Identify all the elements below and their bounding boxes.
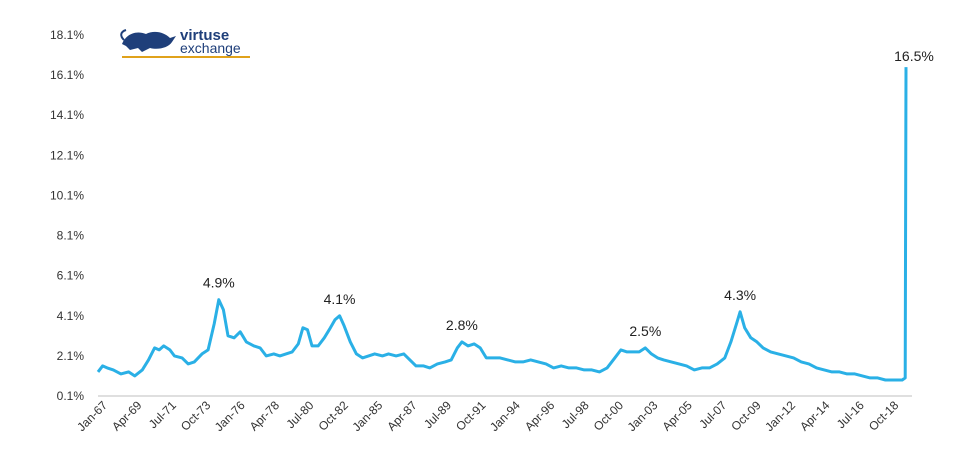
x-tick-label: Jan-03: [625, 398, 661, 434]
logo-underline: [122, 56, 250, 58]
x-tick-label: Jul-98: [559, 398, 592, 431]
y-tick-label: 0.1%: [57, 389, 85, 403]
y-tick-label: 18.1%: [50, 28, 84, 42]
bull-icon: [120, 29, 176, 52]
data-label: 4.9%: [203, 275, 235, 291]
data-label: 16.5%: [894, 48, 934, 64]
x-tick-label: Jul-07: [696, 398, 729, 431]
y-tick-label: 16.1%: [50, 68, 84, 82]
data-labels: 4.9% 4.1% 2.8% 2.5% 4.3% 16.5%: [203, 48, 934, 339]
data-label: 4.3%: [724, 287, 756, 303]
y-tick-label: 2.1%: [57, 349, 85, 363]
x-tick-label: Jan-12: [762, 398, 798, 434]
x-tick-label: Oct-00: [591, 398, 627, 434]
x-tick-label: Jan-76: [212, 398, 248, 434]
y-tick-label: 14.1%: [50, 108, 84, 122]
x-tick-label: Apr-78: [247, 398, 283, 434]
x-tick-label: Jul-71: [146, 398, 179, 431]
x-tick-label: Jul-16: [834, 398, 867, 431]
x-tick-label: Oct-18: [866, 398, 902, 434]
x-tick-label: Jan-85: [349, 398, 385, 434]
x-tick-label: Oct-82: [316, 398, 352, 434]
x-tick-label: Apr-69: [109, 398, 145, 434]
data-label: 4.1%: [324, 291, 356, 307]
x-tick-label: Oct-91: [453, 398, 489, 434]
data-label: 2.5%: [629, 323, 661, 339]
virtuse-exchange-logo: virtuse exchange: [118, 24, 258, 60]
y-tick-label: 4.1%: [57, 309, 85, 323]
x-tick-label: Apr-05: [660, 398, 696, 434]
y-tick-label: 8.1%: [57, 229, 85, 243]
x-tick-label: Oct-73: [178, 398, 214, 434]
x-tick-label: Jul-89: [421, 398, 454, 431]
y-tick-label: 6.1%: [57, 269, 85, 283]
x-tick-label: Jan-94: [487, 398, 523, 434]
x-tick-label: Apr-96: [522, 398, 558, 434]
x-tick-label: Jan-67: [74, 398, 110, 434]
x-tick-label: Apr-14: [797, 398, 833, 434]
logo-text-exchange: exchange: [180, 40, 241, 56]
logo-text-virtuse: virtuse: [180, 27, 230, 44]
series-line: [96, 67, 908, 382]
y-axis: 0.1% 2.1% 4.1% 6.1% 8.1% 10.1% 12.1% 14.1% 16.1%…: [50, 28, 84, 403]
y-tick-label: 12.1%: [50, 148, 84, 162]
x-tick-label: Apr-87: [384, 398, 420, 434]
x-tick-label: Jul-80: [284, 398, 317, 431]
x-tick-label: Oct-09: [728, 398, 764, 434]
data-label: 2.8%: [446, 317, 478, 333]
y-tick-label: 10.1%: [50, 188, 84, 202]
